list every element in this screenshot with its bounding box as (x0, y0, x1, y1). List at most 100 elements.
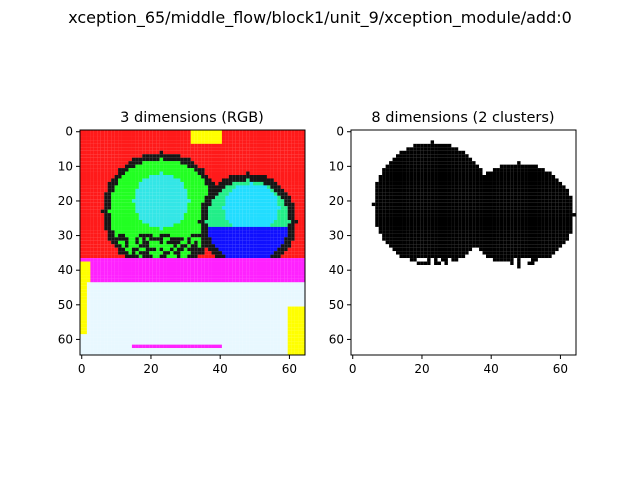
pixel-cell (145, 223, 150, 227)
pixel-cell (163, 334, 167, 338)
pixel-cell (225, 282, 229, 286)
pixel-cell (537, 161, 542, 165)
pixel-cell (298, 185, 302, 189)
pixel-cell (287, 154, 292, 158)
pixel-cell (253, 296, 257, 300)
pixel-cell (253, 258, 257, 262)
pixel-cell (173, 150, 177, 155)
pixel-cell (159, 296, 164, 300)
pixel-cell (114, 254, 119, 259)
pixel-cell (416, 161, 421, 165)
pixel-cell (420, 150, 424, 155)
pixel-cell (204, 271, 209, 276)
pixel-cell (180, 185, 184, 189)
pixel-cell (128, 285, 132, 290)
pixel-cell (277, 220, 281, 224)
pixel-cell (187, 275, 191, 279)
pixel-cell (277, 265, 281, 269)
pixel-cell (194, 209, 198, 214)
pixel-cell (201, 220, 205, 224)
pixel-cell (402, 161, 407, 165)
pixel-cell (170, 310, 174, 314)
pixel-cell (277, 254, 281, 259)
pixel-cell (100, 327, 105, 331)
pixel-cell (246, 199, 250, 203)
pixel-cell (156, 181, 160, 186)
pixel-cell (218, 220, 222, 224)
pixel-cell (142, 247, 146, 252)
pixel-cell (284, 292, 288, 297)
pixel-cell (280, 133, 285, 137)
pixel-cell (260, 171, 264, 176)
pixel-cell (183, 313, 188, 317)
pixel-cell (218, 240, 222, 245)
pixel-cell (170, 195, 174, 200)
pixel-cell (125, 140, 129, 144)
pixel-cell (90, 275, 94, 279)
pixel-cell (263, 323, 267, 328)
pixel-cell (211, 292, 216, 297)
pixel-cell (159, 157, 164, 162)
pixel-cell (104, 323, 108, 328)
pixel-cell (235, 181, 240, 186)
pixel-cell (187, 292, 191, 297)
pixel-cell (131, 168, 136, 172)
pixel-cell (159, 206, 164, 210)
pixel-cell (475, 161, 480, 165)
pixel-cell (298, 313, 302, 317)
pixel-cell (80, 164, 84, 169)
pixel-cell (111, 133, 115, 137)
pixel-cell (266, 161, 271, 165)
pixel-cell (93, 330, 98, 335)
pixel-cell (86, 130, 91, 134)
pixel-cell (235, 310, 240, 314)
pixel-cell (142, 195, 146, 200)
pixel-cell (221, 233, 226, 238)
pixel-cell (287, 130, 292, 134)
pixel-cell (173, 240, 177, 245)
pixel-cell (125, 233, 129, 238)
pixel-cell (294, 296, 299, 300)
pixel-cell (194, 206, 198, 210)
pixel-cell (121, 344, 126, 349)
pixel-cell (232, 171, 236, 176)
pixel-cell (176, 323, 181, 328)
pixel-cell (159, 348, 164, 352)
pixel-cell (506, 157, 511, 162)
pixel-cell (235, 161, 240, 165)
pixel-cell (204, 150, 209, 155)
pixel-cell (506, 147, 511, 151)
pixel-cell (232, 220, 236, 224)
pixel-cell (357, 161, 362, 165)
pixel-cell (215, 175, 219, 179)
pixel-cell (569, 147, 573, 151)
pixel-cell (253, 261, 257, 266)
pixel-cell (249, 285, 254, 290)
pixel-cell (235, 289, 240, 293)
pixel-cell (284, 348, 288, 352)
pixel-cell (273, 244, 278, 248)
pixel-cell (107, 268, 112, 272)
pixel-cell (176, 147, 181, 151)
pixel-cell (385, 154, 390, 158)
pixel-cell (221, 306, 226, 311)
pixel-cell (225, 254, 229, 259)
pixel-cell (225, 136, 229, 141)
pixel-cell (176, 316, 181, 321)
pixel-cell (225, 289, 229, 293)
pixel-cell (541, 147, 545, 151)
pixel-cell (204, 337, 209, 342)
pixel-cell (256, 133, 261, 137)
pixel-cell (173, 223, 177, 227)
pixel-cell (149, 310, 153, 314)
pixel-cell (396, 161, 400, 165)
pixel-cell (197, 275, 202, 279)
pixel-cell (128, 150, 132, 155)
pixel-cell (211, 258, 216, 262)
pixel-cell (266, 247, 271, 252)
pixel-cell (80, 244, 84, 248)
pixel-cell (287, 285, 292, 290)
pixel-cell (131, 265, 136, 269)
pixel-cell (97, 244, 101, 248)
pixel-cell (135, 334, 139, 338)
